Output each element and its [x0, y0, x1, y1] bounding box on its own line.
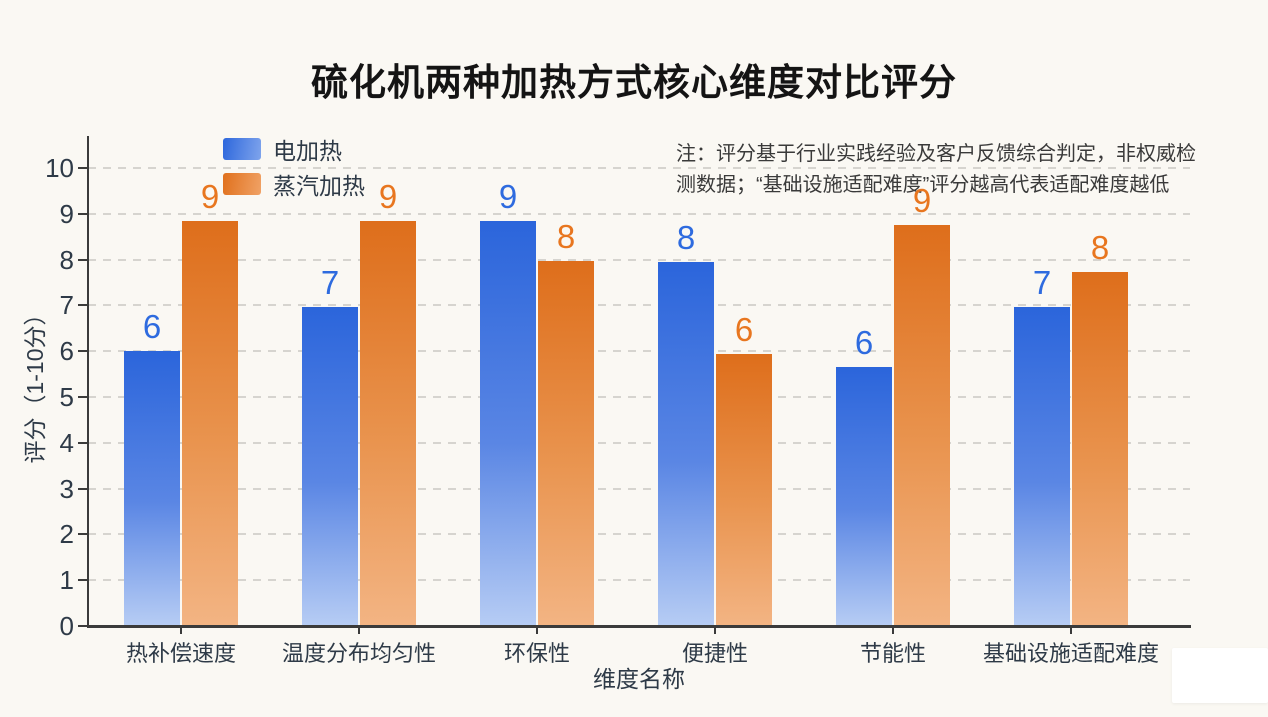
bar-蒸汽加热-便捷性 [716, 354, 772, 625]
x-tick-1 [358, 627, 360, 634]
note-line-1: 注：评分基于行业实践经验及客户反馈综合判定，非权威检 [676, 143, 1196, 165]
y-tick-label-4: 4 [59, 427, 74, 458]
x-axis-title: 维度名称 [593, 666, 685, 692]
y-tick-2 [78, 533, 87, 536]
y-tick-9 [78, 212, 87, 215]
y-tick-8 [78, 258, 87, 261]
x-tick-0 [180, 627, 182, 634]
legend-label-electric: 电加热 [273, 137, 342, 164]
y-tick-label-9: 9 [59, 198, 74, 229]
bar-value-蒸汽加热-环保性: 8 [556, 217, 576, 255]
bar-value-蒸汽加热-便捷性: 6 [734, 311, 754, 349]
x-tick-label-3: 便捷性 [681, 641, 749, 666]
y-tick-3 [78, 487, 87, 490]
bar-value-电加热-基础设施适配难度: 7 [1032, 263, 1052, 301]
x-tick-label-0: 热补偿速度 [125, 641, 237, 666]
x-tick-label-1: 温度分布均匀性 [281, 641, 437, 666]
gridline-y8 [88, 258, 1190, 261]
gridline-y9 [88, 212, 1190, 215]
bar-value-电加热-节能性: 6 [854, 324, 874, 362]
x-tick-label-4: 节能性 [859, 641, 927, 666]
legend-item-electric: 电加热 [223, 136, 365, 164]
bar-电加热-温度分布均匀性 [302, 306, 358, 625]
y-tick-1 [78, 579, 87, 582]
x-tick-4 [892, 627, 894, 634]
x-axis-line [87, 625, 1191, 628]
bar-value-电加热-便捷性: 8 [676, 218, 696, 256]
x-tick-5 [1070, 627, 1072, 634]
bar-电加热-基础设施适配难度 [1014, 306, 1070, 625]
note-line-2: 测数据；“基础设施适配难度”评分越高代表适配难度越低 [676, 174, 1170, 196]
y-tick-label-7: 7 [59, 290, 74, 321]
x-tick-2 [536, 627, 538, 634]
bar-value-电加热-环保性: 9 [498, 177, 518, 215]
bar-蒸汽加热-节能性 [894, 225, 950, 625]
gridline-y5 [88, 396, 1190, 398]
legend-swatch-steam [223, 172, 261, 195]
bar-蒸汽加热-温度分布均匀性 [360, 220, 416, 625]
y-tick-label-2: 2 [59, 519, 74, 550]
bar-电加热-节能性 [836, 367, 892, 625]
bar-电加热-便捷性 [658, 261, 714, 625]
y-tick-label-5: 5 [59, 382, 74, 412]
y-axis-line [87, 136, 89, 628]
gridline-y10 [88, 167, 1190, 169]
gridline-y7 [88, 304, 1190, 307]
bar-蒸汽加热-环保性 [538, 260, 594, 625]
chart-title: 硫化机两种加热方式核心维度对比评分 [311, 62, 957, 103]
bar-value-蒸汽加热-温度分布均匀性: 9 [378, 177, 398, 215]
bar-value-电加热-温度分布均匀性: 7 [320, 263, 340, 301]
watermark-cover [1172, 648, 1268, 703]
y-tick-10 [78, 167, 87, 169]
bar-蒸汽加热-基础设施适配难度 [1072, 272, 1128, 625]
gridline-y4 [88, 441, 1190, 444]
bar-value-蒸汽加热-基础设施适配难度: 8 [1090, 229, 1110, 267]
legend-item-steam: 蒸汽加热 [223, 171, 365, 199]
x-tick-label-2: 环保性 [503, 641, 571, 666]
y-tick-label-10: 10 [45, 153, 74, 183]
y-tick-7 [78, 304, 87, 307]
gridline-y2 [88, 533, 1190, 536]
y-tick-4 [78, 441, 87, 444]
y-tick-6 [78, 350, 87, 353]
x-tick-3 [714, 627, 716, 634]
bar-value-蒸汽加热-热补偿速度: 9 [200, 177, 220, 215]
y-tick-label-0: 0 [59, 611, 74, 641]
legend-label-steam: 蒸汽加热 [273, 172, 365, 199]
y-tick-5 [78, 396, 87, 398]
gridline-y6 [88, 350, 1190, 353]
y-tick-0 [78, 625, 87, 627]
bar-value-电加热-热补偿速度: 6 [142, 308, 162, 346]
y-tick-label-6: 6 [59, 336, 74, 367]
bar-value-蒸汽加热-节能性: 9 [912, 182, 932, 220]
x-tick-label-5: 基础设施适配难度 [982, 641, 1160, 666]
y-tick-label-1: 1 [59, 565, 74, 596]
bar-蒸汽加热-热补偿速度 [182, 220, 238, 625]
bar-电加热-热补偿速度 [124, 351, 180, 625]
legend: 电加热 蒸汽加热 [223, 136, 365, 206]
bar-电加热-环保性 [480, 220, 536, 625]
y-tick-label-8: 8 [59, 244, 74, 275]
gridline-y1 [88, 579, 1190, 582]
note-text: 注：评分基于行业实践经验及客户反馈综合判定，非权威检 测数据；“基础设施适配难度… [676, 139, 1236, 201]
gridline-y3 [88, 487, 1190, 490]
y-tick-label-3: 3 [59, 473, 74, 504]
legend-swatch-electric [223, 137, 261, 160]
